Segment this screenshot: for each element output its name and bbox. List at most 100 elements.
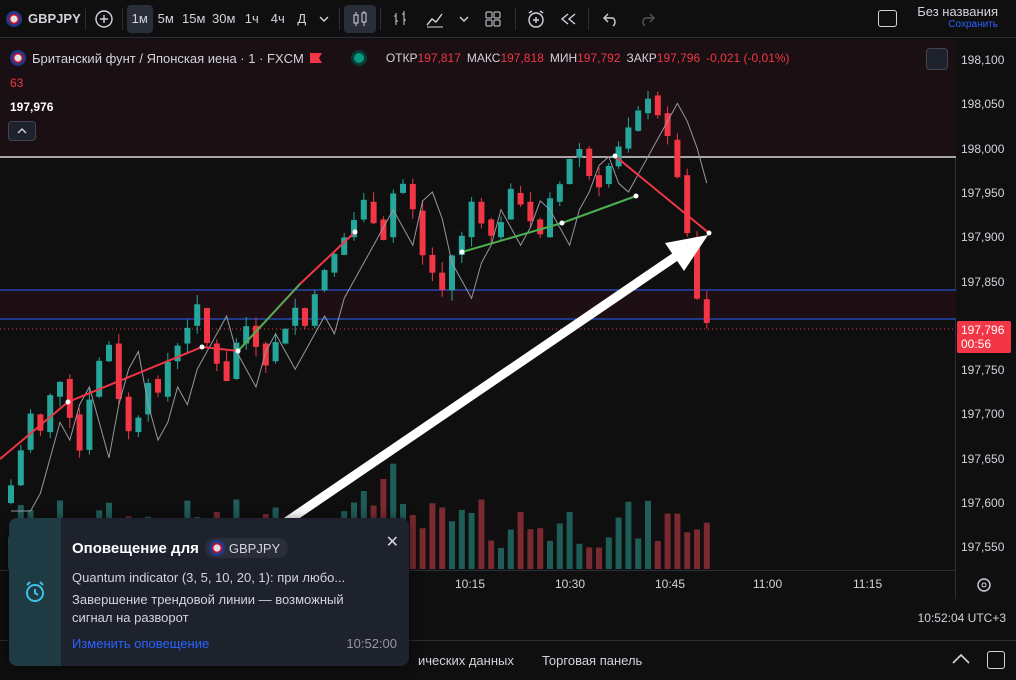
price-tick: 197,950	[961, 185, 1005, 200]
timeframe-4h[interactable]: 4ч	[270, 11, 285, 26]
time-tick: 10:30	[555, 577, 586, 591]
price-tick: 198,000	[961, 141, 1005, 156]
volume-bar	[703, 522, 710, 569]
timeframe-5m[interactable]: 5м	[157, 11, 174, 26]
volume-bar	[409, 515, 416, 569]
notification-symbol-pill: GBPJPY	[204, 538, 289, 558]
volume-bar	[654, 541, 661, 569]
layout-title[interactable]: Без названия Сохранить	[917, 4, 998, 30]
candle-body	[694, 237, 700, 299]
candle-body	[635, 110, 642, 131]
volume-bar	[576, 543, 583, 569]
alarm-clock-plus-icon	[528, 9, 544, 28]
layout-button[interactable]	[475, 5, 511, 33]
alert-button[interactable]	[520, 5, 552, 33]
price-tick: 197,850	[961, 274, 1005, 289]
volume-bar	[468, 512, 475, 569]
candle-body	[96, 360, 103, 397]
timeframe-30m[interactable]: 30м	[212, 11, 236, 26]
price-tick: 197,700	[961, 407, 1005, 422]
notification-indicator-line: Quantum indicator (3, 5, 10, 20, 1): при…	[72, 570, 346, 585]
candle-body	[400, 183, 406, 193]
candle-body	[321, 270, 328, 291]
last-price-label: 197,796 00:56	[957, 321, 1011, 353]
notification-title: Оповещение для	[72, 539, 199, 557]
templates-dropdown-button[interactable]	[453, 5, 475, 33]
candle-body	[282, 328, 289, 344]
trend-line-green	[237, 283, 301, 352]
candle-body	[292, 307, 299, 326]
volume-bar	[527, 529, 534, 569]
tab-historical-data[interactable]: ических данных	[418, 653, 514, 668]
alert-notification[interactable]: Оповещение для GBPJPY ✕ Quantum indicato…	[9, 518, 409, 666]
redo-button[interactable]	[629, 5, 665, 33]
maximize-panel-icon[interactable]	[987, 651, 1005, 669]
undo-button[interactable]	[593, 5, 629, 33]
price-scale[interactable]: 198,100 198,050 198,000 197,950 197,900 197,8…	[957, 39, 1016, 599]
time-scale[interactable]: 10:15 10:30 10:45 11:00 11:15	[0, 570, 956, 598]
candle-body	[498, 222, 504, 238]
candle-body	[76, 414, 83, 451]
notification-message: Завершение трендовой линии — возможный с…	[72, 592, 344, 625]
candle-body	[360, 199, 367, 220]
candle-body	[458, 235, 465, 255]
candle-body	[194, 304, 201, 326]
candle-body	[586, 148, 593, 177]
candle-body	[204, 308, 210, 344]
candle-body	[341, 237, 348, 255]
volume-bar	[488, 540, 495, 569]
candle-body	[380, 219, 387, 240]
chart-settings-button[interactable]	[975, 576, 993, 599]
timeframe-1d[interactable]: Д	[297, 11, 307, 26]
last-price-value: 197,796	[961, 323, 1005, 337]
candle-body	[311, 294, 318, 326]
open-value: 197,817	[417, 51, 461, 65]
low-label: МИН	[549, 51, 578, 65]
low-value: 197,792	[577, 51, 621, 65]
symbol-search-button[interactable]: GBPJPY	[6, 5, 81, 33]
camera-icon[interactable]	[926, 48, 948, 70]
candle-body	[576, 148, 583, 158]
candlestick-chart[interactable]	[0, 39, 956, 599]
candle-body	[115, 343, 122, 399]
notification-symbol: GBPJPY	[228, 540, 281, 556]
replay-button[interactable]	[552, 5, 584, 33]
collapse-legend-button[interactable]	[8, 121, 36, 141]
line-chart-icon	[426, 13, 443, 27]
edit-alert-link[interactable]: Изменить оповещение	[72, 636, 210, 651]
chart-pane[interactable]	[0, 39, 956, 599]
change-value: -0,021 (-0,01%)	[706, 51, 790, 65]
add-symbol-button[interactable]	[90, 5, 118, 33]
close-icon[interactable]: ✕	[385, 534, 399, 551]
candle-body	[537, 219, 544, 235]
candle-body	[605, 165, 612, 185]
candle-body	[155, 378, 161, 393]
candle-body	[449, 255, 455, 291]
candle-body	[419, 210, 426, 256]
layout-square-icon[interactable]	[878, 10, 897, 27]
timeframe-1m[interactable]: 1м	[126, 4, 153, 33]
tab-trading-panel[interactable]: Торговая панель	[542, 653, 643, 668]
candle-body	[351, 219, 357, 238]
chart-templates-button[interactable]	[417, 5, 453, 33]
candle-body	[703, 299, 710, 323]
market-status-icon[interactable]	[353, 53, 364, 63]
trend-line-red	[0, 231, 356, 460]
indicators-button[interactable]	[385, 5, 417, 33]
price-tick: 198,050	[961, 97, 1005, 112]
high-label: МАКС	[466, 51, 501, 65]
chevron-up-icon[interactable]	[952, 653, 970, 665]
candles-chart-type-button[interactable]	[343, 4, 376, 33]
trend-point	[612, 153, 618, 159]
rewind-icon	[560, 12, 576, 25]
timezone-clock[interactable]: 10:52:04 UTC+3	[917, 611, 1006, 625]
candle-body	[8, 485, 14, 503]
volume-bar	[586, 547, 593, 569]
timeframe-15m[interactable]: 15м	[182, 11, 206, 26]
trend-point	[235, 348, 241, 354]
gbp-jpy-flag-icon	[6, 10, 22, 27]
timeframes-dropdown-button[interactable]	[313, 5, 335, 33]
candle-body	[262, 343, 269, 366]
volume-bar	[478, 499, 485, 569]
timeframe-1h[interactable]: 1ч	[244, 11, 259, 26]
